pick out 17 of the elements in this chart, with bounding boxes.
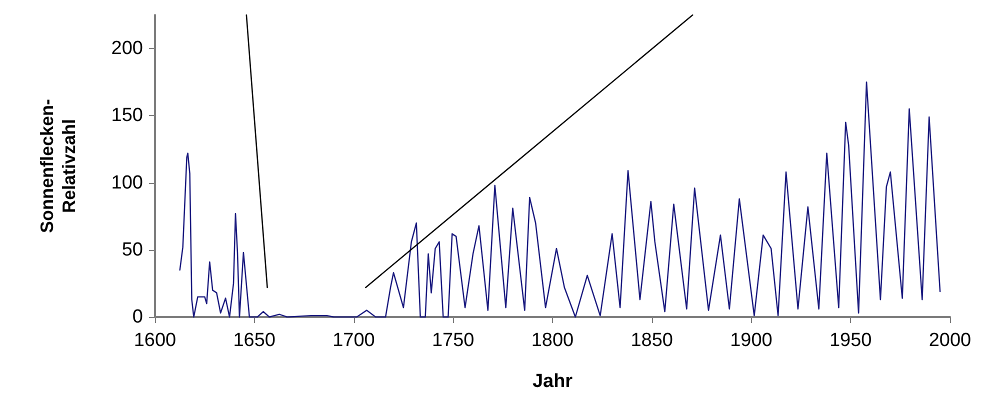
x-tick-label: 1650 bbox=[233, 330, 276, 351]
x-tick-label: 2000 bbox=[928, 330, 972, 351]
x-tick-label: 1900 bbox=[730, 330, 772, 351]
y-tick-label: 100 bbox=[111, 172, 143, 194]
x-tick-label: 1850 bbox=[630, 330, 674, 351]
x-tick-label: 1750 bbox=[432, 330, 474, 351]
y-tick-label: 50 bbox=[122, 239, 143, 260]
x-tick-label: 1950 bbox=[829, 330, 872, 351]
x-tick-label: 1800 bbox=[531, 330, 574, 351]
x-axis-title: Jahr bbox=[532, 371, 574, 392]
x-tick-label: 1600 bbox=[134, 330, 176, 351]
x-tick-label: 1700 bbox=[332, 330, 375, 351]
y-tick-label: 150 bbox=[111, 105, 143, 126]
y-axis-title: Sonnenflecken- Relativzahl bbox=[37, 98, 79, 234]
y-tick-label: 200 bbox=[111, 38, 143, 60]
line-series bbox=[179, 81, 941, 318]
y-tick-label: 0 bbox=[132, 306, 143, 328]
